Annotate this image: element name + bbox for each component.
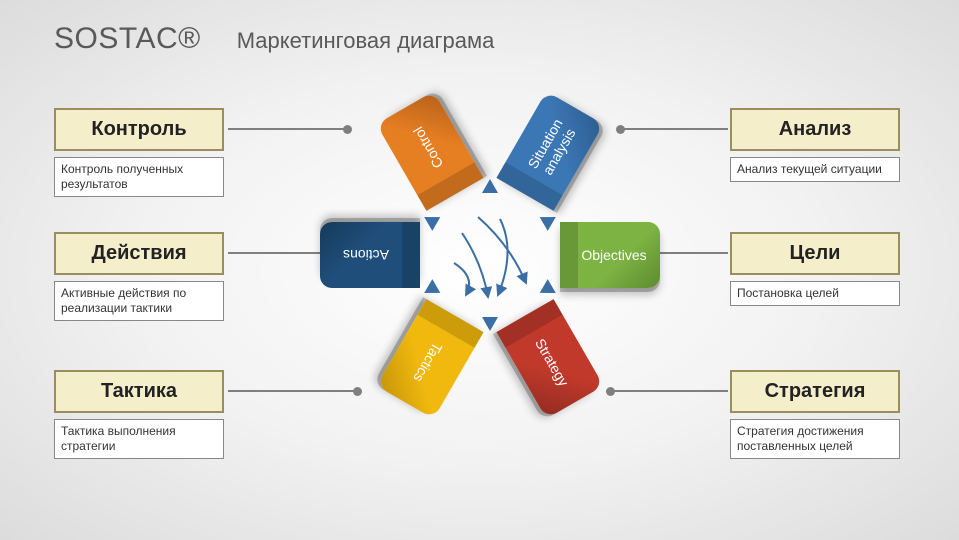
label-desc: Постановка целей — [730, 281, 900, 306]
segment-tactics: Tactics — [376, 299, 483, 419]
connector-line — [228, 252, 328, 254]
segment-label: Situation analysis — [520, 116, 579, 186]
ring-arrow-icon — [482, 179, 498, 193]
ring-arrow-icon — [482, 317, 498, 331]
ring-arrow-icon — [420, 210, 440, 231]
label-title: Стратегия — [730, 370, 900, 413]
label-tactics: Тактика Тактика выполнения стратегии — [54, 370, 224, 459]
label-title: Анализ — [730, 108, 900, 151]
label-actions: Действия Активные действия по реализации… — [54, 232, 224, 321]
segment-label: Tactics — [410, 333, 449, 385]
connector-line — [650, 252, 728, 254]
label-desc: Контроль полученных результатов — [54, 157, 224, 197]
label-desc: Тактика выполнения стратегии — [54, 419, 224, 459]
brand-title: SOSTAC® — [54, 22, 201, 56]
sostac-ring: Situation analysis Objectives Strategy Tact… — [330, 95, 650, 415]
segment-label: Strategy — [528, 329, 572, 389]
label-title: Действия — [54, 232, 224, 275]
ring-arrow-icon — [540, 279, 560, 300]
subtitle: Маркетинговая диаграма — [237, 28, 495, 54]
label-objectives: Цели Постановка целей — [730, 232, 900, 306]
label-desc: Активные действия по реализации тактики — [54, 281, 224, 321]
label-desc: Анализ текущей ситуации — [730, 157, 900, 182]
ring-arrow-icon — [420, 279, 440, 300]
center-arrows — [430, 195, 550, 315]
segment-control: Control — [376, 91, 483, 211]
segment-label: Control — [410, 124, 451, 178]
label-strategy: Стратегия Стратегия достижения поставлен… — [730, 370, 900, 459]
label-title: Цели — [730, 232, 900, 275]
label-title: Контроль — [54, 108, 224, 151]
segment-strategy: Strategy — [496, 299, 603, 419]
segment-situation: Situation analysis — [496, 91, 603, 211]
header: SOSTAC® Маркетинговая диаграма — [54, 22, 494, 56]
segment-label: Actions — [343, 247, 397, 263]
label-desc: Стратегия достижения поставленных целей — [730, 419, 900, 459]
label-control: Контроль Контроль полученных результатов — [54, 108, 224, 197]
label-analysis: Анализ Анализ текущей ситуации — [730, 108, 900, 182]
segment-label: Objectives — [573, 247, 646, 263]
label-title: Тактика — [54, 370, 224, 413]
segment-objectives: Objectives — [560, 222, 660, 288]
ring-arrow-icon — [540, 210, 560, 231]
segment-actions: Actions — [320, 222, 420, 288]
